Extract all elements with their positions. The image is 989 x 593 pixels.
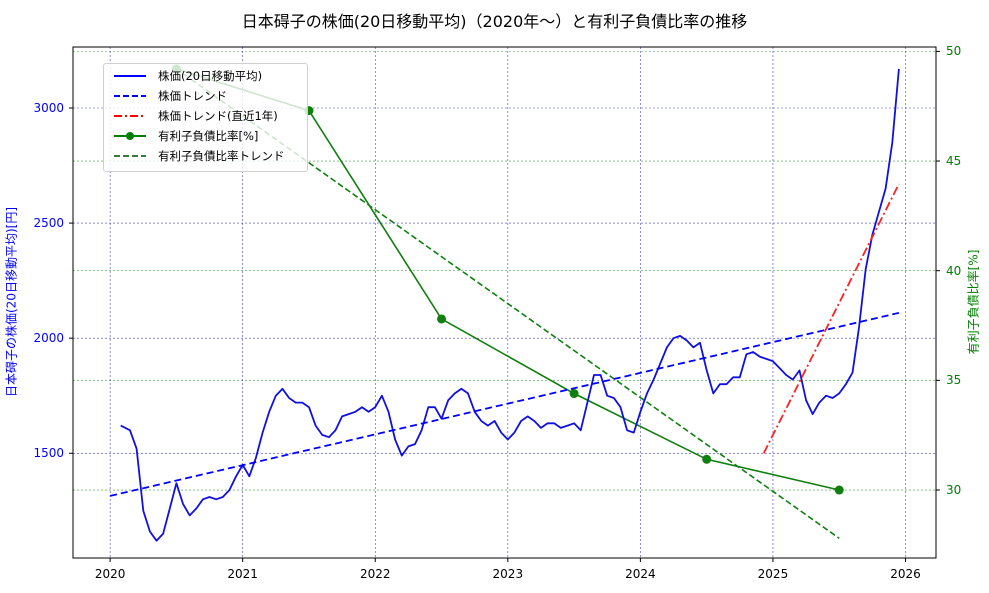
- legend-item-debt-trend: 有利子負債比率トレンド: [112, 148, 285, 164]
- left-y-tick-label: 1500: [33, 446, 64, 461]
- x-tick-label: 2022: [359, 567, 391, 581]
- chart-title: 日本碍子の株価(20日移動平均)（2020年〜）と有利子負債比率の推移: [241, 12, 748, 31]
- dashed-line-icon: [114, 155, 146, 157]
- legend-item-price-trend: 株価トレンド: [112, 88, 227, 104]
- x-tick-label: 2024: [625, 567, 656, 581]
- right-y-tick-label: 35: [946, 373, 962, 388]
- left-y-axis-label: 日本碍子の株価(20日移動平均)[円]: [4, 207, 19, 397]
- legend-label: 株価トレンド: [158, 89, 227, 103]
- recent-price-trend-line: [762, 183, 900, 454]
- debt-ratio-marker: [569, 389, 579, 399]
- x-tick-label: 2025: [757, 567, 789, 581]
- right-y-tick-label: 45: [946, 154, 962, 169]
- debt-ratio-marker: [702, 454, 712, 464]
- chart-legend: 株価(20日移動平均) 株価トレンド 株価トレンド(直近1年) 有利子負債比率[…: [103, 63, 308, 172]
- dashed-line-icon: [114, 95, 146, 97]
- dashdot-line-icon: [114, 115, 146, 117]
- legend-item-price: 株価(20日移動平均): [112, 68, 262, 84]
- x-tick-label: 2021: [227, 567, 258, 581]
- right-y-tick-label: 40: [946, 263, 962, 278]
- price-trend-line: [109, 312, 900, 497]
- left-y-tick-label: 2500: [33, 216, 64, 231]
- x-tick-label: 2020: [94, 567, 126, 581]
- solid-line-icon: [114, 75, 146, 77]
- legend-label: 株価トレンド(直近1年): [158, 109, 278, 123]
- legend-item-recent-trend: 株価トレンド(直近1年): [112, 108, 278, 124]
- price-line: [120, 68, 900, 542]
- legend-label: 有利子負債比率[%]: [158, 129, 259, 143]
- legend-label: 有利子負債比率トレンド: [158, 149, 285, 163]
- x-tick-label: 2023: [492, 567, 524, 581]
- legend-label: 株価(20日移動平均): [158, 69, 263, 83]
- legend-item-debt-ratio: 有利子負債比率[%]: [112, 128, 258, 144]
- right-y-tick-label: 50: [946, 44, 962, 59]
- plot-frame: [72, 46, 937, 559]
- debt-ratio-marker: [834, 485, 844, 495]
- x-tick-label: 2026: [890, 567, 921, 581]
- left-y-tick-label: 2000: [33, 331, 64, 346]
- right-y-tick-label: 30: [946, 483, 962, 497]
- debt-ratio-marker: [437, 314, 447, 324]
- left-y-tick-label: 3000: [33, 100, 64, 115]
- line-marker-icon: [114, 132, 146, 140]
- right-y-axis-label: 有利子負債比率[%]: [966, 249, 981, 355]
